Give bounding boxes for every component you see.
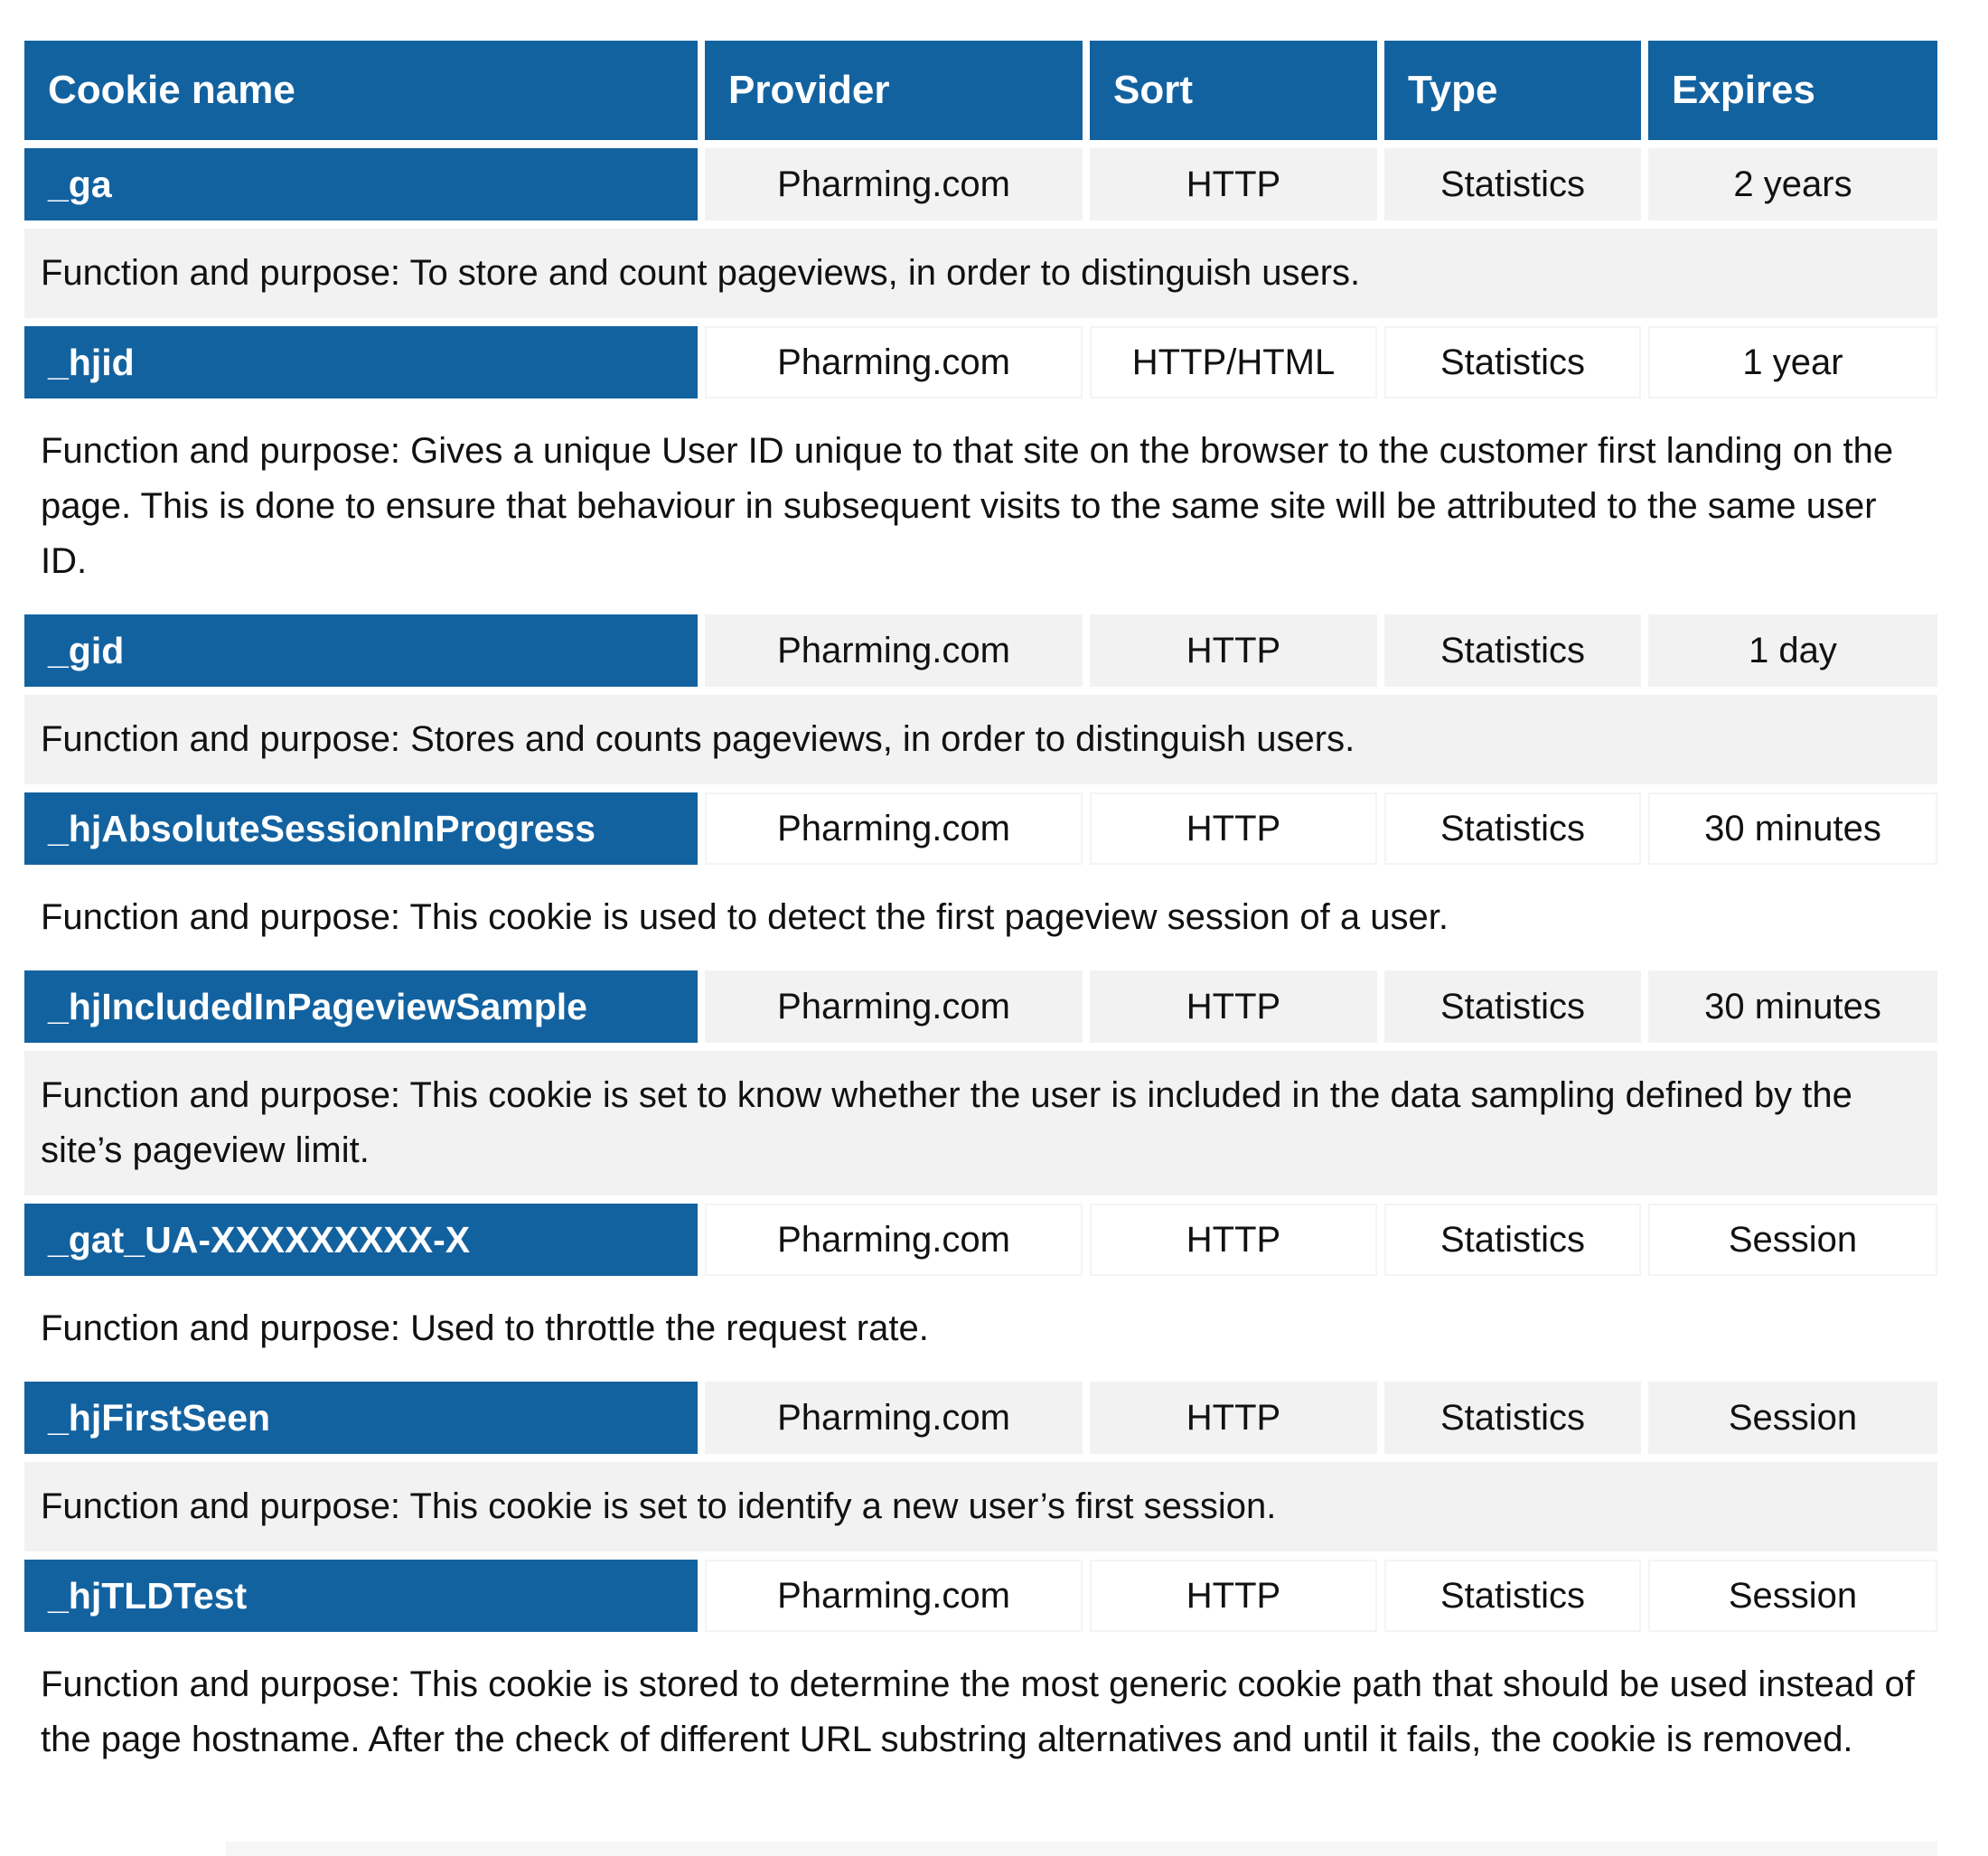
- type-cell: Statistics: [1384, 1560, 1641, 1632]
- sort-cell: HTTP: [1090, 148, 1377, 220]
- function-purpose-row: Function and purpose: Used to throttle t…: [24, 1284, 1937, 1373]
- function-purpose-row: Function and purpose: This cookie is sto…: [24, 1640, 1937, 1785]
- function-purpose-row: Function and purpose: To store and count…: [24, 229, 1937, 318]
- sort-cell: HTTP: [1090, 1560, 1377, 1632]
- function-purpose-row: Function and purpose: Gives a unique Use…: [24, 407, 1937, 606]
- next-row-edge: [226, 1842, 1937, 1856]
- sort-cell: HTTP/HTML: [1090, 326, 1377, 398]
- provider-cell: Pharming.com: [705, 1382, 1083, 1454]
- cookie-name-cell: _gat_UA-XXXXXXXXX-X: [24, 1204, 698, 1276]
- type-cell: Statistics: [1384, 792, 1641, 865]
- column-header-sort: Sort: [1090, 41, 1377, 140]
- sort-cell: HTTP: [1090, 1204, 1377, 1276]
- provider-cell: Pharming.com: [705, 1204, 1083, 1276]
- type-cell: Statistics: [1384, 614, 1641, 687]
- function-purpose-row: Function and purpose: This cookie is set…: [24, 1051, 1937, 1195]
- cookie-name-cell: _hjIncludedInPageviewSample: [24, 970, 698, 1043]
- type-cell: Statistics: [1384, 1382, 1641, 1454]
- cookie-name-cell: _gid: [24, 614, 698, 687]
- column-header-expires: Expires: [1648, 41, 1937, 140]
- expires-cell: 30 minutes: [1648, 792, 1937, 865]
- cookie-name-cell: _hjTLDTest: [24, 1560, 698, 1632]
- expires-cell: 1 year: [1648, 326, 1937, 398]
- cookie-name-cell: _hjid: [24, 326, 698, 398]
- sort-cell: HTTP: [1090, 970, 1377, 1043]
- expires-cell: Session: [1648, 1382, 1937, 1454]
- sort-cell: HTTP: [1090, 792, 1377, 865]
- type-cell: Statistics: [1384, 1204, 1641, 1276]
- cookie-name-cell: _hjAbsoluteSessionInProgress: [24, 792, 698, 865]
- provider-cell: Pharming.com: [705, 148, 1083, 220]
- expires-cell: 2 years: [1648, 148, 1937, 220]
- provider-cell: Pharming.com: [705, 792, 1083, 865]
- expires-cell: 1 day: [1648, 614, 1937, 687]
- provider-cell: Pharming.com: [705, 1560, 1083, 1632]
- expires-cell: Session: [1648, 1560, 1937, 1632]
- type-cell: Statistics: [1384, 326, 1641, 398]
- cookie-table-grid: Cookie name Provider Sort Type Expires _…: [24, 41, 1937, 1785]
- type-cell: Statistics: [1384, 148, 1641, 220]
- cookie-table: Cookie name Provider Sort Type Expires _…: [24, 41, 1937, 1785]
- column-header-type: Type: [1384, 41, 1641, 140]
- provider-cell: Pharming.com: [705, 614, 1083, 687]
- sort-cell: HTTP: [1090, 1382, 1377, 1454]
- sort-cell: HTTP: [1090, 614, 1377, 687]
- expires-cell: 30 minutes: [1648, 970, 1937, 1043]
- function-purpose-row: Function and purpose: This cookie is use…: [24, 873, 1937, 962]
- function-purpose-row: Function and purpose: Stores and counts …: [24, 695, 1937, 784]
- function-purpose-row: Function and purpose: This cookie is set…: [24, 1462, 1937, 1551]
- cookie-name-cell: _ga: [24, 148, 698, 220]
- provider-cell: Pharming.com: [705, 970, 1083, 1043]
- type-cell: Statistics: [1384, 970, 1641, 1043]
- cookie-name-cell: _hjFirstSeen: [24, 1382, 698, 1454]
- column-header-provider: Provider: [705, 41, 1083, 140]
- provider-cell: Pharming.com: [705, 326, 1083, 398]
- expires-cell: Session: [1648, 1204, 1937, 1276]
- column-header-cookie-name: Cookie name: [24, 41, 698, 140]
